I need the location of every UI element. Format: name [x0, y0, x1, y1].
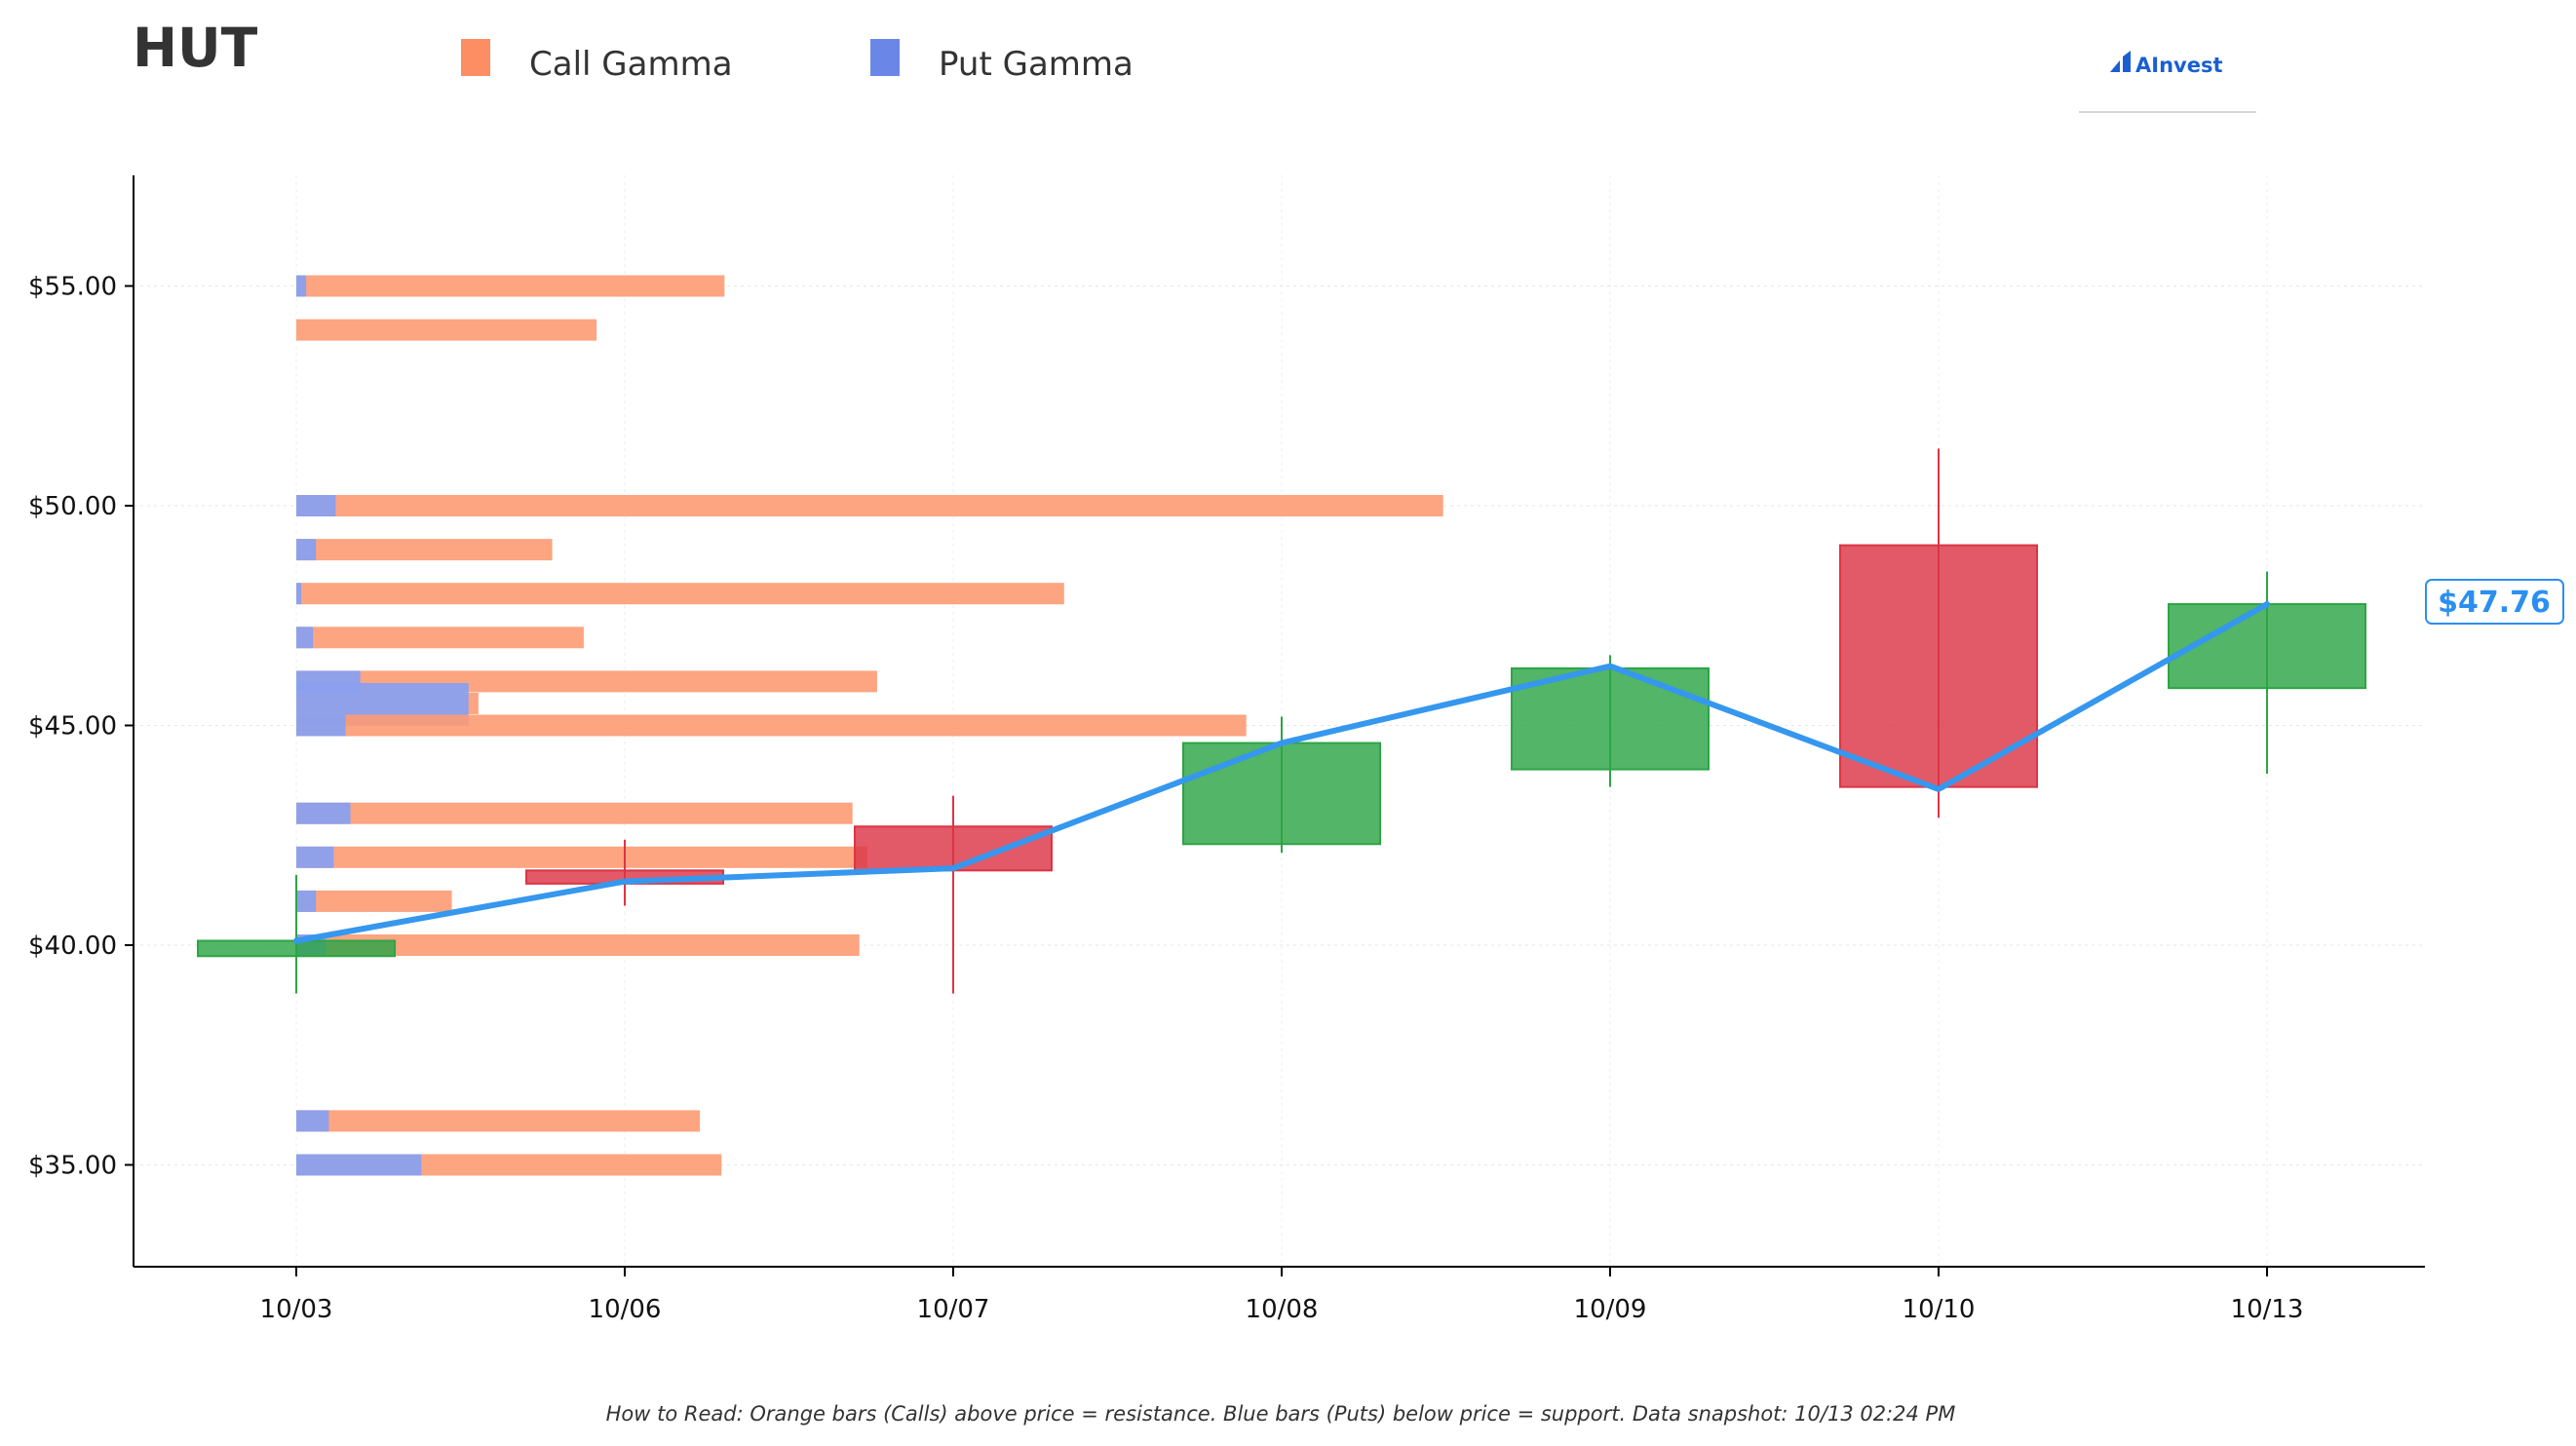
- price-line: [293, 601, 2270, 944]
- call-gamma-bar: [296, 1110, 701, 1132]
- x-tick-label: 10/08: [1246, 1295, 1319, 1324]
- y-tick-label: $40.00: [28, 932, 117, 961]
- candle-body: [1511, 666, 1710, 771]
- put-gamma-bar: [296, 846, 334, 868]
- candlesticks: [197, 448, 2366, 994]
- y-tick-label: $45.00: [28, 712, 117, 742]
- call-gamma-legend-swatch: [461, 39, 490, 76]
- put-gamma-bar: [296, 1110, 329, 1132]
- y-tick-label: $55.00: [28, 273, 117, 302]
- x-tick-label: 10/13: [2231, 1295, 2304, 1324]
- y-tick-label: $50.00: [28, 492, 117, 521]
- call-gamma-bar: [296, 802, 853, 824]
- logo-text: AInvest: [2135, 54, 2223, 77]
- call-gamma-bar: [296, 890, 452, 912]
- current-price-badge: $47.76: [2425, 579, 2564, 625]
- logo-chart-icon: [2110, 51, 2131, 72]
- x-tick-label: 10/07: [917, 1295, 990, 1324]
- put-gamma-legend-label: Put Gamma: [939, 45, 1134, 84]
- call-gamma-bar: [296, 714, 1247, 737]
- call-gamma-bar: [296, 846, 867, 868]
- put-gamma-legend-swatch: [870, 39, 900, 76]
- put-gamma-bar: [296, 583, 302, 605]
- gamma-bars: [296, 275, 1443, 1176]
- call-gamma-bar: [296, 319, 597, 341]
- put-gamma-bar: [296, 495, 336, 516]
- call-gamma-bar: [296, 495, 1443, 516]
- how-to-read-footnote: How to Read: Orange bars (Calls) above p…: [606, 1402, 1956, 1426]
- y-tick-label: $35.00: [28, 1152, 117, 1181]
- current-price-label: $47.76: [2438, 586, 2551, 620]
- put-gamma-bar: [296, 1154, 422, 1176]
- legend: Call Gamma Put Gamma: [461, 39, 1134, 84]
- ainvest-logo: AInvest: [2079, 51, 2256, 113]
- call-gamma-bar: [296, 583, 1064, 605]
- x-tick-label: 10/06: [589, 1295, 662, 1324]
- call-gamma-bar: [296, 539, 553, 561]
- put-gamma-bar: [296, 275, 307, 297]
- put-gamma-bar: [296, 714, 346, 737]
- put-gamma-bar: [296, 627, 314, 649]
- put-gamma-bar: [296, 802, 351, 824]
- x-tick-label: 10/09: [1574, 1295, 1647, 1324]
- axes: $35.00 $40.00 $45.00 $50.00 $55.00 10/03 10/06…: [28, 175, 2425, 1324]
- x-tick-label: 10/10: [1903, 1295, 1976, 1324]
- call-gamma-bar: [296, 627, 584, 649]
- call-gamma-bar: [296, 934, 860, 956]
- candle-body: [854, 825, 1053, 872]
- call-gamma-bar: [296, 275, 725, 297]
- call-gamma-legend-label: Call Gamma: [529, 45, 733, 84]
- put-gamma-bar: [296, 539, 317, 561]
- candle-body: [1839, 544, 2038, 788]
- ticker-title: HUT: [133, 17, 258, 79]
- current-price-box: [2425, 579, 2564, 625]
- x-tick-label: 10/03: [260, 1295, 333, 1324]
- candle-body: [2168, 603, 2366, 690]
- price-line-path: [293, 601, 2270, 944]
- put-gamma-bar: [296, 890, 317, 912]
- candle-body: [1182, 742, 1381, 846]
